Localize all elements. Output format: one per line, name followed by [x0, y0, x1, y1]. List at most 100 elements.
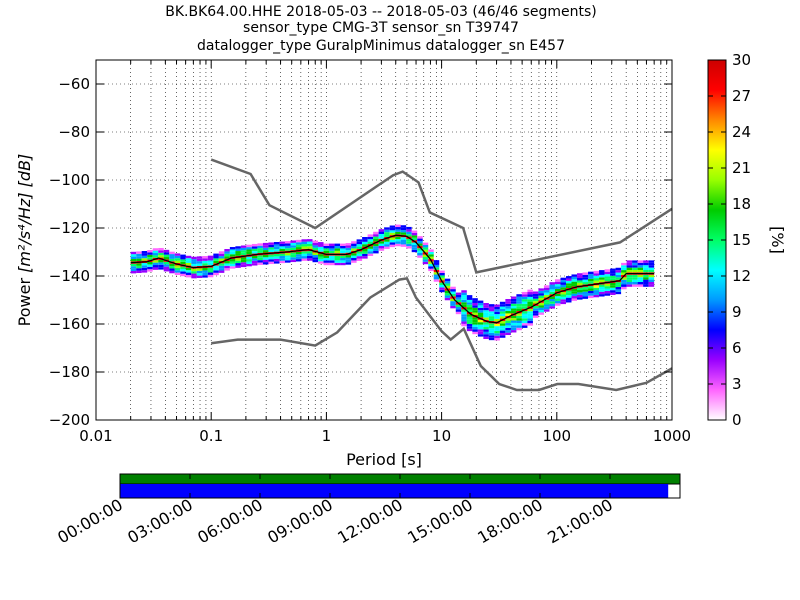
plot-frame — [95, 59, 673, 421]
density-cell — [505, 330, 511, 333]
density-cell — [307, 253, 313, 256]
density-cell — [615, 274, 622, 278]
density-cell — [130, 266, 137, 269]
density-cell — [483, 331, 489, 335]
density-cell — [521, 303, 528, 307]
density-cell — [560, 301, 566, 305]
colorbar-tick-label: 3 — [732, 375, 742, 393]
x-tick-label: 1 — [322, 427, 332, 445]
colorbar-tick-label: 9 — [732, 303, 742, 321]
density-cell — [593, 294, 600, 298]
density-cell — [141, 265, 148, 268]
density-cell — [384, 234, 390, 237]
density-cell — [169, 258, 175, 262]
density-cell — [207, 255, 214, 259]
density-cell — [588, 271, 594, 275]
density-cell — [621, 286, 627, 290]
density-cell — [604, 293, 611, 296]
density-cell — [284, 255, 291, 258]
density-cell — [136, 268, 142, 271]
density-cell — [147, 257, 153, 260]
density-cell — [643, 270, 649, 273]
density-cell — [488, 308, 495, 312]
density-cell — [279, 253, 285, 256]
density-cell — [461, 314, 467, 317]
density-cell — [334, 246, 341, 249]
density-cell — [510, 315, 517, 319]
density-cell — [599, 291, 605, 295]
density-cell — [152, 262, 159, 266]
density-cell — [604, 269, 611, 272]
density-cell — [367, 239, 374, 242]
density-cell — [136, 256, 142, 259]
density-cell — [527, 289, 533, 293]
density-cell — [130, 263, 137, 267]
density-cell — [323, 250, 330, 254]
density-cell — [472, 326, 478, 330]
density-cell — [422, 242, 429, 246]
timeline-label: 15:00:00 — [404, 495, 476, 547]
density-cell — [136, 263, 142, 266]
density-cell — [499, 316, 506, 319]
median-line — [130, 234, 655, 324]
density-cell — [499, 332, 506, 336]
density-cell — [191, 271, 197, 274]
density-cell — [422, 261, 429, 265]
density-cell — [378, 245, 385, 249]
density-cell — [499, 306, 506, 309]
density-cell — [588, 276, 594, 279]
density-cell — [240, 250, 247, 253]
density-cell — [323, 260, 330, 263]
density-cell — [174, 260, 181, 264]
density-cell — [554, 284, 561, 287]
density-cell — [273, 249, 280, 252]
density-cell — [152, 260, 159, 263]
density-cell — [268, 247, 274, 250]
density-cell — [610, 287, 616, 291]
density-cell — [400, 232, 407, 235]
density-cell — [246, 263, 252, 267]
density-cell — [577, 290, 583, 293]
density-cell — [246, 261, 252, 264]
density-cell — [273, 254, 280, 257]
density-cell — [185, 255, 192, 259]
density-cell — [510, 301, 517, 304]
density-cell — [356, 251, 363, 254]
density-cell — [378, 248, 385, 251]
density-cell — [610, 275, 616, 279]
density-cell — [648, 267, 655, 270]
density-cell — [351, 253, 357, 256]
density-cell — [235, 253, 241, 256]
density-cell — [554, 296, 561, 299]
density-cell — [395, 236, 401, 240]
density-cell — [378, 241, 385, 244]
density-cell — [483, 329, 489, 332]
density-cell — [571, 298, 578, 301]
density-cell — [582, 289, 589, 292]
density-cell — [477, 319, 484, 323]
density-cell — [466, 316, 473, 320]
density-cell — [599, 289, 605, 292]
density-cell — [235, 258, 241, 261]
density-cell — [648, 262, 655, 266]
density-cell — [521, 301, 528, 304]
density-cell — [191, 263, 197, 267]
density-cell — [301, 246, 308, 249]
density-cell — [273, 261, 280, 264]
density-cell — [444, 297, 451, 301]
density-cell — [499, 308, 506, 312]
density-cell — [510, 303, 517, 307]
density-cell — [340, 243, 346, 246]
density-cell — [560, 299, 566, 302]
timeline-label: 09:00:00 — [264, 495, 336, 547]
density-cell — [538, 288, 544, 291]
density-cell — [455, 311, 462, 315]
density-cell — [196, 268, 203, 271]
density-cell — [554, 281, 561, 285]
density-cell — [318, 256, 324, 259]
density-cell — [295, 239, 302, 243]
density-cell — [213, 253, 219, 256]
density-cell — [483, 324, 489, 328]
density-cell — [362, 241, 368, 245]
density-cell — [560, 294, 566, 297]
